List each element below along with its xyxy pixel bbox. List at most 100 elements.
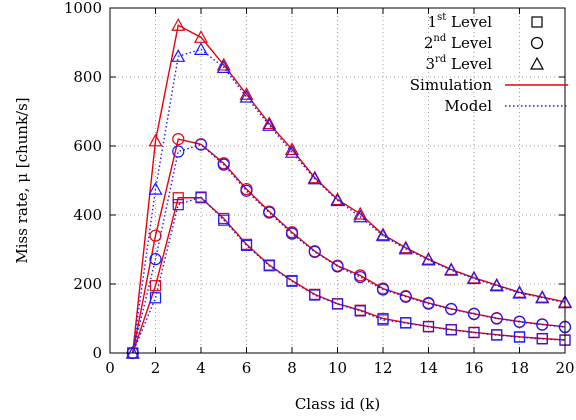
data-point-triangle <box>193 42 209 56</box>
grid-lines <box>110 8 565 353</box>
data-point-square <box>445 324 457 336</box>
data-point-triangle <box>353 209 368 223</box>
data-point-square <box>240 239 253 251</box>
data-point-circle <box>354 271 367 284</box>
y-tick-label: 200 <box>73 275 102 293</box>
data-point-triangle <box>398 241 413 255</box>
legend-line-label: Model <box>444 97 492 115</box>
data-point-circle <box>331 260 344 273</box>
data-point-circle <box>467 307 481 321</box>
legend-marker-square <box>531 16 543 28</box>
y-tick-label: 400 <box>73 206 102 224</box>
data-point-triangle <box>330 193 345 207</box>
x-axis-label: Class id (k) <box>295 395 380 413</box>
data-point-square <box>468 327 480 339</box>
legend: 1st Level 2nd Level 3rd Level Simulation Mod… <box>410 12 568 115</box>
data-point-triangle <box>239 89 254 103</box>
data-point-square <box>149 280 162 292</box>
data-point-triangle <box>171 49 186 62</box>
data-point-triangle <box>353 206 368 220</box>
x-tick-label: 18 <box>510 359 529 377</box>
data-point-triangle <box>239 86 254 100</box>
data-point-circle <box>399 290 412 303</box>
data-point-circle <box>172 133 185 146</box>
series-simulation-square <box>127 192 571 359</box>
data-point-square <box>263 260 275 272</box>
data-point-triangle <box>262 116 277 130</box>
data-point-triangle <box>466 271 482 285</box>
data-point-circle <box>490 312 503 325</box>
series-model-square <box>127 191 571 359</box>
x-tick-label: 16 <box>464 359 483 377</box>
legend-level-label: 1st Level <box>428 12 493 31</box>
data-point-square <box>422 321 435 333</box>
data-point-square <box>172 199 184 211</box>
data-point-square <box>172 192 184 204</box>
data-point-square <box>195 191 207 203</box>
data-point-circle <box>376 283 390 296</box>
data-point-triangle <box>148 133 163 147</box>
data-point-circle <box>422 297 435 310</box>
data-point-triangle <box>489 278 504 292</box>
data-point-triangle <box>535 290 550 304</box>
data-point-square <box>331 298 344 310</box>
data-point-square <box>400 317 412 329</box>
data-point-circle <box>149 253 162 266</box>
data-point-square <box>286 275 298 287</box>
x-tick-label: 2 <box>151 359 161 377</box>
x-tick-label: 6 <box>242 359 252 377</box>
data-point-square <box>536 333 548 345</box>
y-axis-label: Miss rate, μ [chunk/s] <box>13 97 31 263</box>
data-point-circle <box>536 318 549 331</box>
data-point-circle <box>285 227 299 240</box>
data-point-triangle <box>284 144 300 158</box>
data-point-triangle <box>148 181 163 195</box>
data-point-triangle <box>171 17 186 31</box>
data-point-square <box>354 305 366 317</box>
data-point-triangle <box>262 118 277 131</box>
x-tick-label: 20 <box>555 359 574 377</box>
series-model-triangle <box>125 42 573 359</box>
series-line <box>132 196 566 354</box>
data-point-triangle <box>216 60 231 73</box>
x-tick-label: 10 <box>328 359 347 377</box>
x-tick-label: 8 <box>287 359 297 377</box>
series-model-circle <box>126 138 572 360</box>
x-tick-label: 4 <box>196 359 206 377</box>
x-tick-label: 12 <box>373 359 392 377</box>
y-tick-label: 600 <box>73 137 102 155</box>
legend-level-label: 3rd Level <box>426 54 493 73</box>
data-point-circle <box>194 138 208 151</box>
legend-level-label: 2nd Level <box>424 33 492 52</box>
series-layer <box>125 17 573 360</box>
data-point-triangle <box>307 171 322 185</box>
data-point-circle <box>513 315 526 329</box>
x-tick-label: 14 <box>419 359 438 377</box>
data-point-square <box>149 292 162 304</box>
data-point-circle <box>172 145 185 158</box>
data-point-circle <box>217 158 230 171</box>
data-point-circle <box>308 245 321 259</box>
data-point-circle <box>240 184 253 197</box>
data-point-triangle <box>444 262 459 276</box>
data-point-square <box>513 331 526 343</box>
y-tick-label: 0 <box>92 344 102 362</box>
series-line <box>132 24 566 354</box>
data-point-triangle <box>421 252 436 266</box>
y-tick-label: 1000 <box>64 0 102 17</box>
y-tick-label: 800 <box>73 68 102 86</box>
data-point-triangle <box>512 285 527 299</box>
series-line <box>132 48 566 354</box>
series-simulation-circle <box>126 133 572 360</box>
data-point-circle <box>263 206 276 219</box>
data-point-circle <box>445 303 458 316</box>
series-line <box>132 138 566 354</box>
legend-line-label: Simulation <box>410 76 493 94</box>
legend-marker-circle <box>530 36 544 50</box>
data-point-square <box>491 329 503 341</box>
data-point-square <box>309 289 321 301</box>
data-point-triangle <box>375 228 391 242</box>
x-tick-label: 0 <box>105 359 115 377</box>
legend-marker-triangle <box>529 56 545 70</box>
